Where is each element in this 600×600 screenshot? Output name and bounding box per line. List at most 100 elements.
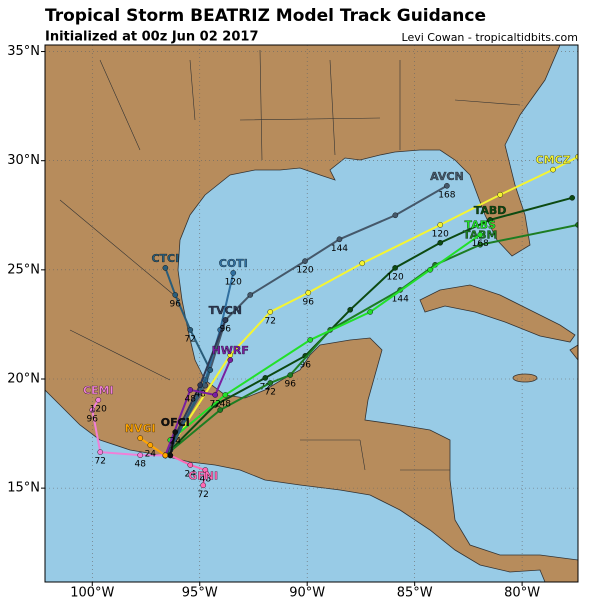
track-point	[336, 236, 343, 243]
hour-label: 72	[197, 490, 208, 500]
credit: Levi Cowan - tropicaltidbits.com	[402, 31, 578, 44]
track-point	[575, 153, 578, 160]
track-point	[162, 452, 169, 459]
hour-label: 168	[438, 190, 455, 200]
y-tick-label: 20°N	[7, 371, 40, 386]
track-point	[217, 407, 223, 413]
hour-label: 24	[170, 437, 182, 447]
track-name: OFCI	[161, 416, 190, 429]
track-point	[305, 289, 312, 296]
track-point	[162, 265, 169, 271]
hour-label: 144	[392, 294, 409, 304]
hour-label: 96	[303, 297, 315, 307]
track-name: CEMI	[83, 384, 114, 397]
track-point	[477, 231, 484, 238]
track-point	[347, 306, 353, 313]
y-tick-label: 35°N	[7, 44, 40, 59]
basemap	[45, 45, 578, 582]
tracks: 120144168AVCN7296120CMCZ7296120TABD72961…	[83, 153, 578, 500]
track-point	[207, 367, 214, 373]
track-name: GFNI	[188, 469, 218, 482]
track-point	[444, 182, 450, 189]
track-point	[307, 337, 314, 343]
track-line	[169, 233, 481, 441]
hour-label: 72	[209, 399, 220, 409]
borders	[59, 49, 521, 471]
hour-label: 96	[300, 360, 312, 370]
hour-label: 120	[296, 266, 313, 276]
jamaica	[512, 373, 538, 383]
track-name: HWRF	[212, 344, 249, 357]
track-point	[367, 309, 373, 315]
hour-label: 96	[220, 325, 232, 335]
hour-label: 24	[185, 469, 197, 479]
track-point	[302, 258, 308, 264]
hour-label: 120	[90, 404, 107, 414]
hour-label: 72	[95, 457, 106, 467]
track-point	[392, 212, 399, 219]
track-point	[172, 429, 179, 435]
track-point	[187, 387, 194, 393]
track-point	[287, 372, 294, 378]
track-point	[575, 222, 578, 228]
track-point	[392, 265, 398, 271]
track-line	[169, 431, 177, 456]
track-point	[477, 241, 484, 248]
track-point	[95, 397, 102, 403]
track-point	[497, 191, 503, 198]
track-point	[212, 392, 219, 398]
hour-label: 48	[220, 399, 232, 409]
x-tick-label: 85°W	[397, 586, 433, 600]
track-name: CMCZ	[536, 154, 571, 167]
land	[45, 45, 578, 582]
track-point	[267, 380, 274, 386]
hour-label: 72	[185, 334, 196, 344]
track-line	[164, 359, 232, 456]
track-point	[230, 270, 237, 276]
hour-label: 96	[170, 299, 182, 309]
track-point	[187, 462, 194, 468]
hour-label: 72	[265, 387, 276, 397]
hour-label: 120	[225, 277, 242, 287]
track-point	[427, 267, 433, 273]
track-point	[137, 452, 144, 458]
track-name: TABS	[464, 219, 496, 232]
x-tick-label: 80°W	[504, 586, 540, 600]
hispaniola	[569, 344, 578, 361]
track-name: AVCN	[430, 170, 464, 183]
hour-label: 48	[194, 390, 206, 400]
track-name: TABD	[474, 204, 507, 217]
track-point	[172, 292, 179, 298]
track-name: NVGI	[125, 422, 156, 435]
track-point	[202, 467, 209, 473]
hour-label: 48	[200, 475, 212, 485]
hour-label: 48	[134, 460, 146, 470]
x-tick-label: 100°W	[70, 586, 114, 600]
track-point	[222, 392, 229, 398]
track-point	[262, 375, 269, 381]
track-name: COTI	[219, 257, 248, 270]
track-point	[167, 452, 174, 459]
track-name: TVCN	[209, 304, 242, 317]
hour-label: 96	[284, 380, 296, 390]
y-tick-label: 30°N	[7, 153, 40, 168]
track-point	[200, 482, 206, 489]
hour-label: 96	[87, 414, 99, 424]
hour-label: 168	[472, 239, 489, 249]
track-name: CTCI	[151, 252, 179, 265]
y-tick-label: 25°N	[7, 262, 40, 277]
track-point	[222, 317, 229, 323]
frame	[44, 44, 579, 583]
track-point	[227, 357, 234, 363]
subtitle: Initialized at 00z Jun 02 2017	[45, 30, 258, 45]
track-line	[169, 454, 207, 486]
track-point	[267, 309, 274, 315]
track-point	[437, 239, 444, 246]
grid	[45, 45, 578, 582]
hour-label: 72	[260, 382, 271, 392]
track-point	[147, 442, 154, 448]
hour-label: 120	[387, 272, 404, 282]
cuba	[419, 284, 576, 343]
x-tick-label: 95°W	[182, 586, 218, 600]
